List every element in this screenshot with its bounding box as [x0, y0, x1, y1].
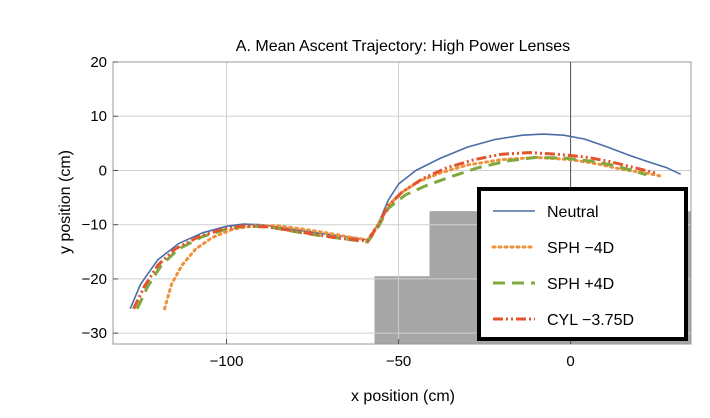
x-axis-label: x position (cm) [351, 388, 455, 405]
series-line-1 [129, 133, 682, 310]
y-tick-label-4: 10 [90, 108, 107, 125]
plot-frame [112, 61, 692, 345]
legend-label-1: Neutral [547, 204, 599, 221]
obstacle-block-1 [374, 276, 430, 344]
legend-label-2: SPH −4D [547, 240, 614, 257]
legend-label-4: CYL −3.75D [547, 312, 634, 329]
x-tick-label-1: −50 [386, 353, 411, 370]
y-tick-label-0: −30 [82, 325, 107, 342]
legend: Neutral SPH −4D SPH +4D CYL −3.75D [477, 187, 688, 341]
series-layer [129, 133, 682, 311]
x-tick-label-2: 0 [566, 353, 574, 370]
series-line-3 [135, 155, 647, 310]
series-line-4 [132, 151, 657, 310]
legend-label-3: SPH +4D [547, 276, 614, 293]
chart-title: A. Mean Ascent Trajectory: High Power Le… [236, 38, 570, 55]
y-tick-label-5: 20 [90, 54, 107, 71]
y-tick-label-3: 0 [99, 162, 107, 179]
y-axis-label: y position (cm) [57, 150, 74, 254]
legend-box [477, 187, 688, 341]
y-tick-label-2: −10 [82, 217, 107, 234]
x-tick-label-0: −100 [210, 353, 244, 370]
y-tick-label-1: −20 [82, 271, 107, 288]
